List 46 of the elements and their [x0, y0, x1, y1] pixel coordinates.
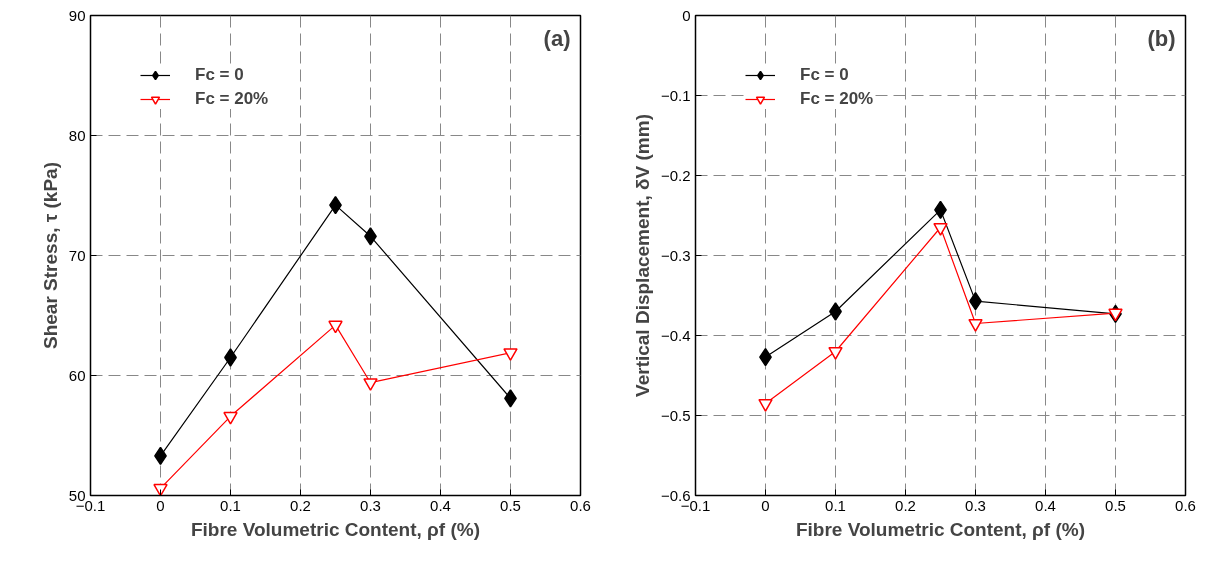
- annotation: (b): [1147, 25, 1176, 51]
- y-tick-label: −0.3: [660, 246, 691, 264]
- legend-label: Fc = 0: [800, 65, 849, 85]
- y-tick-label: 50: [68, 486, 86, 504]
- point: [328, 320, 343, 334]
- x-tick-label: 0.6: [570, 496, 591, 514]
- x-axis-title: Fibre Volumetric Content, ρf (%): [190, 518, 481, 540]
- point: [503, 348, 518, 361]
- x-tick-label: 0.2: [290, 496, 311, 514]
- x-tick-label: 0: [156, 496, 165, 514]
- x-tick-label: 0.1: [825, 496, 846, 514]
- x-tick-label: 0: [761, 496, 770, 514]
- x-tick-label: 0.3: [360, 496, 381, 514]
- x-tick-label: 0.2: [895, 496, 916, 514]
- point: [153, 483, 168, 496]
- legend-label: Fc = 0: [195, 65, 244, 85]
- y-tick-label: −0.4: [660, 326, 691, 344]
- y-axis-title: Shear Stress, τ (kPa): [39, 162, 61, 349]
- y-tick-label: −0.1: [660, 86, 691, 104]
- y-tick-label: 0: [682, 6, 691, 24]
- x-tick-label: 0.3: [965, 496, 986, 514]
- y-tick-label: −0.5: [660, 406, 691, 424]
- point: [1108, 308, 1123, 322]
- y-tick-label: 80: [68, 126, 86, 144]
- x-tick-label: 0.5: [1105, 496, 1126, 514]
- x-tick-label: 0.6: [1175, 496, 1196, 514]
- y-tick-label: 90: [68, 6, 86, 24]
- y-tick-label: 70: [68, 246, 86, 264]
- y-axis-title: Vertical Displacement, δV (mm): [631, 114, 653, 397]
- annotation: (a): [543, 25, 571, 51]
- y-tick-label: −0.6: [660, 486, 691, 504]
- point: [933, 223, 948, 236]
- legend-label: Fc = 20%: [800, 89, 874, 109]
- x-axis-title: Fibre Volumetric Content, ρf (%): [795, 518, 1086, 540]
- x-tick-label: 0.4: [1035, 496, 1056, 514]
- x-tick-label: 0.1: [220, 496, 241, 514]
- legend-label: Fc = 20%: [195, 89, 269, 109]
- y-tick-label: 60: [68, 366, 86, 384]
- point: [223, 411, 238, 425]
- point: [968, 319, 983, 332]
- y-tick-label: −0.2: [660, 166, 691, 184]
- x-tick-label: 0.5: [500, 496, 521, 514]
- x-tick-label: 0.4: [430, 496, 451, 514]
- point: [758, 399, 773, 412]
- point: [828, 347, 843, 360]
- point: [363, 378, 378, 391]
